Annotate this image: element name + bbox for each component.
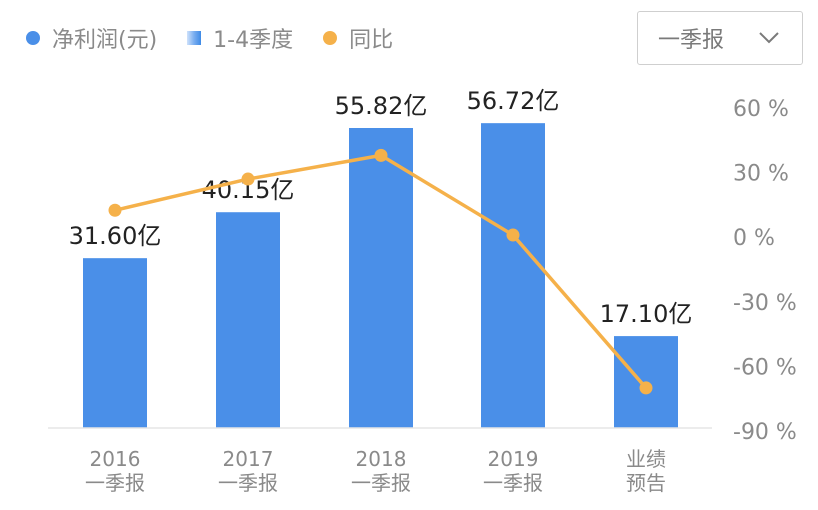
gradient-bar-icon [187, 31, 202, 45]
bar[interactable] [349, 128, 413, 428]
circle-dot-icon [323, 31, 338, 45]
circle-dot-icon [26, 31, 40, 45]
legend: 净利润(元) 1-4季度 同比 [26, 22, 423, 54]
bar[interactable] [481, 123, 545, 428]
yoy-point[interactable] [374, 148, 388, 162]
x-tick-label: 2016 [90, 447, 141, 471]
legend-label-yoy: 同比 [349, 28, 394, 53]
yoy-point[interactable] [639, 381, 653, 395]
x-tick-label: 2019 [488, 447, 539, 471]
x-tick-sublabel: 一季报 [85, 471, 145, 495]
bar[interactable] [216, 212, 280, 428]
period-select[interactable]: 一季报 [637, 11, 803, 65]
bar[interactable] [83, 258, 147, 428]
legend-label-net-profit: 净利润(元) [52, 28, 158, 53]
x-tick-label: 2018 [356, 447, 407, 471]
bar-value-label: 31.60亿 [69, 222, 162, 250]
y2-tick-label: 0 % [733, 226, 775, 251]
period-select-value: 一季报 [658, 28, 725, 53]
bar-value-label: 56.72亿 [467, 87, 560, 115]
x-tick-label: 业绩 [626, 447, 666, 471]
legend-item-quarter[interactable]: 1-4季度 [187, 22, 293, 54]
bar-value-label: 55.82亿 [335, 92, 428, 120]
legend-label-quarter: 1-4季度 [213, 28, 294, 53]
yoy-point[interactable] [241, 172, 255, 186]
yoy-point[interactable] [506, 228, 520, 242]
chevron-down-icon [759, 32, 779, 44]
legend-item-net-profit[interactable]: 净利润(元) [26, 22, 157, 54]
x-tick-sublabel: 一季报 [218, 471, 278, 495]
bar-value-label: 17.10亿 [600, 300, 693, 328]
x-tick-sublabel: 一季报 [351, 471, 411, 495]
yoy-point[interactable] [108, 203, 122, 217]
x-tick-sublabel: 预告 [626, 471, 666, 495]
y2-tick-label: 60 % [733, 97, 789, 122]
legend-item-yoy[interactable]: 同比 [323, 22, 393, 54]
y2-tick-label: -60 % [733, 355, 797, 380]
y2-tick-label: -90 % [733, 420, 797, 445]
y2-tick-label: 30 % [733, 162, 789, 187]
x-tick-sublabel: 一季报 [483, 471, 543, 495]
y2-tick-label: -30 % [733, 291, 797, 316]
x-tick-label: 2017 [223, 447, 274, 471]
